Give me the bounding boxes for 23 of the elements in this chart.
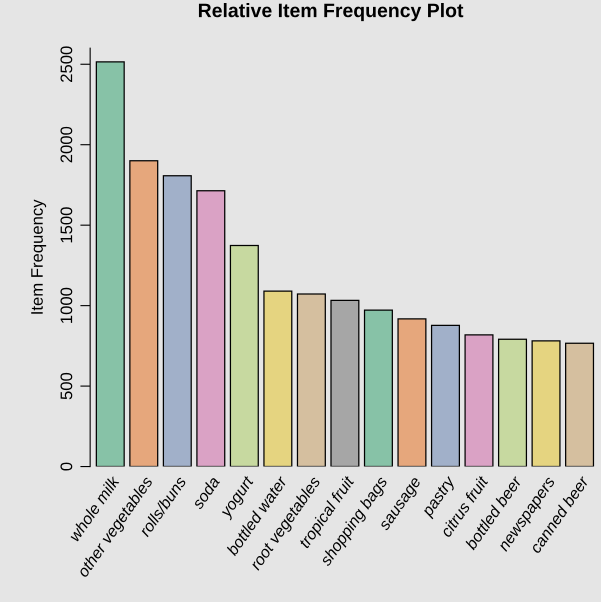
chart-title: Relative Item Frequency Plot [198,3,464,22]
y-axis-title: Item Frequency [31,199,46,314]
bar [464,334,494,467]
y-tick-label: 1000 [60,288,72,323]
y-tick-label: 0 [60,462,72,471]
bar [96,61,125,467]
y-tick-label: 500 [60,372,72,400]
y-tick-label: 2500 [60,46,72,82]
bar [565,342,594,467]
bar [330,300,360,467]
bar [230,244,259,467]
y-tick-label: 1500 [60,207,72,242]
bar [196,190,226,467]
bar [162,175,192,467]
bar [364,310,393,467]
bar [397,318,426,467]
bar [129,160,158,467]
bar [532,340,561,467]
bar [498,338,528,467]
y-tick-label: 2000 [60,126,72,162]
bar [263,290,292,467]
bar [296,293,326,467]
bar [430,324,460,467]
